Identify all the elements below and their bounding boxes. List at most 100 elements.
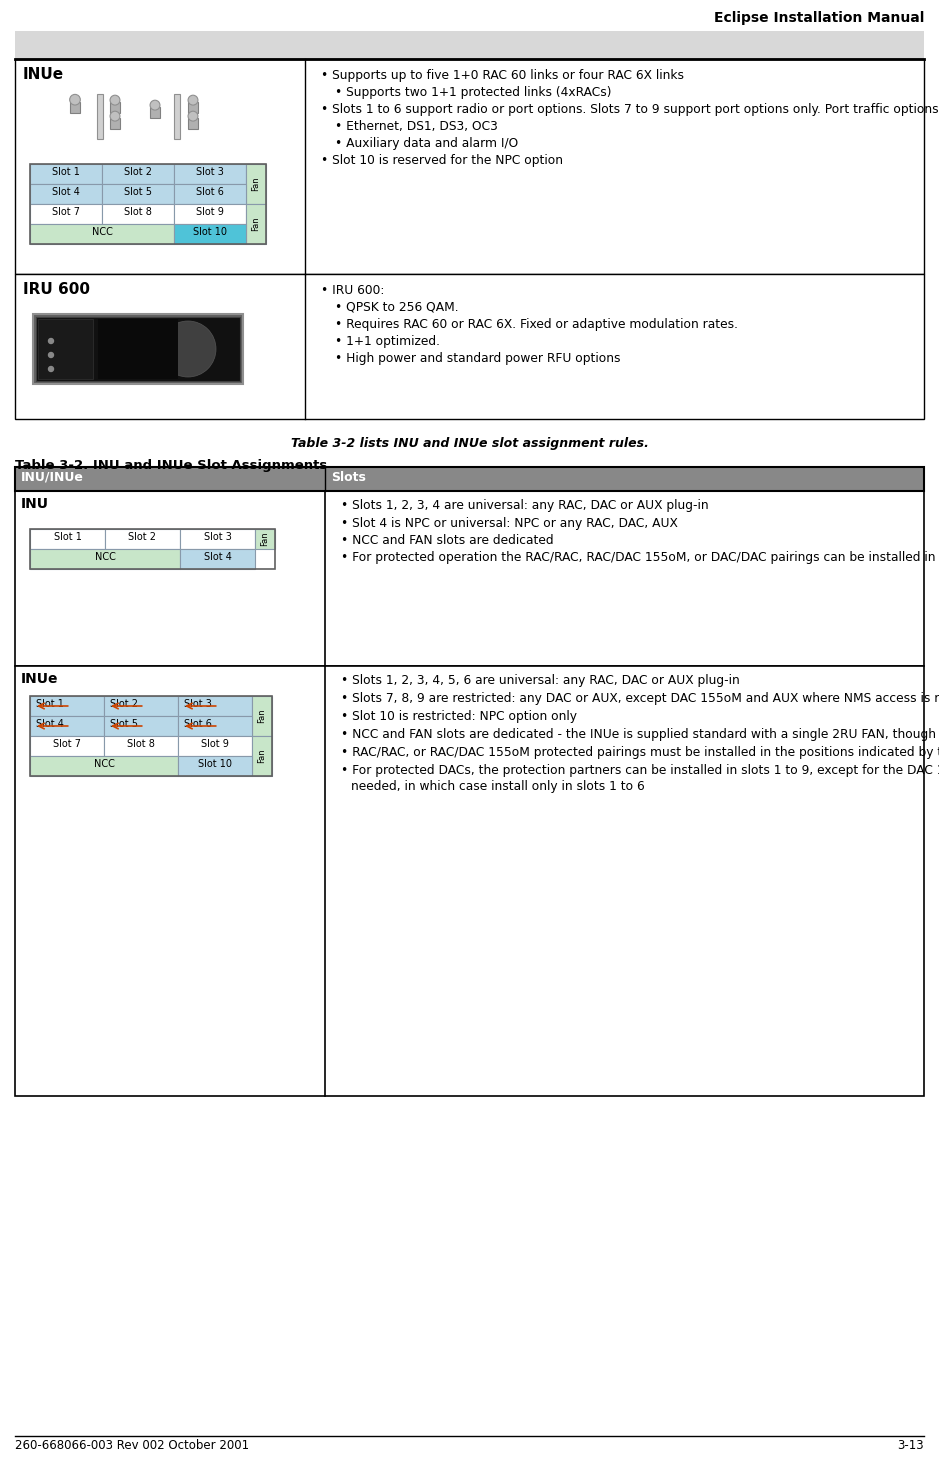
Bar [15, 492, 924, 666]
Bar [104, 715, 178, 736]
Circle shape [49, 339, 54, 344]
Text: Slot 2: Slot 2 [110, 699, 138, 709]
Text: Slot 8: Slot 8 [127, 739, 155, 749]
Bar [178, 755, 252, 776]
Text: • For protected operation the RAC/RAC, RAC/DAC 155oM, or DAC/DAC pairings can be: • For protected operation the RAC/RAC, R… [341, 551, 939, 564]
Bar [30, 224, 174, 244]
Bar [30, 755, 178, 776]
Text: • Slot 4 is NPC or universal: NPC or any RAC, DAC, AUX: • Slot 4 is NPC or universal: NPC or any… [341, 517, 678, 530]
Bar [33, 314, 243, 384]
Text: Fan: Fan [260, 532, 269, 546]
Circle shape [110, 95, 120, 105]
Bar [111, 102, 119, 113]
Text: • Requires RAC 60 or RAC 6X. Fixed or adaptive modulation rates.: • Requires RAC 60 or RAC 6X. Fixed or ad… [335, 318, 738, 330]
Bar [30, 736, 104, 755]
Text: • 1+1 optimized.: • 1+1 optimized. [335, 335, 440, 348]
Text: • Slots 1 to 6 support radio or port options. Slots 7 to 9 support port options : • Slots 1 to 6 support radio or port opt… [321, 104, 939, 116]
Text: Slot 2: Slot 2 [124, 167, 152, 178]
Text: • Supports up to five 1+0 RAC 60 links or four RAC 6X links: • Supports up to five 1+0 RAC 60 links o… [321, 70, 684, 81]
Text: IRU 600: IRU 600 [23, 281, 90, 298]
Text: • High power and standard power RFU options: • High power and standard power RFU opti… [335, 352, 621, 364]
Text: Eclipse Installation Manual: Eclipse Installation Manual [714, 10, 924, 25]
Bar [30, 696, 272, 776]
Text: 260-668066-003 Rev 002 October 2001: 260-668066-003 Rev 002 October 2001 [15, 1440, 249, 1451]
Circle shape [49, 352, 54, 357]
Text: • IRU 600:: • IRU 600: [321, 284, 384, 298]
Bar [246, 164, 266, 204]
Text: Slot 7: Slot 7 [53, 739, 81, 749]
Text: Fan: Fan [252, 216, 260, 231]
Bar [246, 204, 266, 244]
Bar [105, 529, 180, 549]
Text: Slot 7: Slot 7 [52, 207, 80, 218]
Bar [30, 529, 275, 569]
Text: • QPSK to 256 QAM.: • QPSK to 256 QAM. [335, 301, 458, 314]
Bar [174, 93, 180, 139]
Bar [70, 102, 80, 113]
Circle shape [110, 111, 120, 121]
Text: Fan: Fan [257, 749, 267, 763]
Text: INU/INUe: INU/INUe [21, 471, 84, 484]
Text: • Ethernet, DS1, DS3, OC3: • Ethernet, DS1, DS3, OC3 [335, 120, 498, 133]
Bar [30, 696, 104, 715]
Text: Slot 2: Slot 2 [129, 532, 157, 542]
Bar [150, 107, 160, 117]
Text: Slot 10: Slot 10 [193, 227, 227, 237]
Bar [174, 184, 246, 204]
Bar [15, 666, 924, 1096]
Text: • For protected DACs, the protection partners can be installed in slots 1 to 9, : • For protected DACs, the protection par… [341, 764, 939, 778]
Text: • NCC and FAN slots are dedicated - the INUe is supplied standard with a single : • NCC and FAN slots are dedicated - the … [341, 729, 939, 740]
Text: • Slot 10 is restricted: NPC option only: • Slot 10 is restricted: NPC option only [341, 709, 577, 723]
Bar [30, 715, 104, 736]
Text: Slot 3: Slot 3 [204, 532, 231, 542]
Circle shape [160, 321, 216, 378]
Bar [104, 696, 178, 715]
Bar [30, 204, 102, 224]
Circle shape [49, 366, 54, 372]
Bar [38, 318, 93, 379]
Bar [189, 118, 197, 129]
Bar [189, 102, 197, 113]
Bar [174, 224, 246, 244]
Bar [180, 529, 255, 549]
Text: • Supports two 1+1 protected links (4xRACs): • Supports two 1+1 protected links (4xRA… [335, 86, 611, 99]
Bar [30, 164, 266, 244]
Bar [111, 118, 119, 129]
Bar [174, 204, 246, 224]
Bar [102, 204, 174, 224]
Text: Slot 4: Slot 4 [204, 552, 231, 561]
Bar [252, 696, 272, 736]
Text: INUe: INUe [21, 672, 58, 686]
Text: Slot 3: Slot 3 [184, 699, 212, 709]
Text: Slot 1: Slot 1 [52, 167, 80, 178]
Text: Slot 8: Slot 8 [124, 207, 152, 218]
Text: Slot 10: Slot 10 [198, 758, 232, 769]
Bar [15, 467, 924, 492]
Text: Slot 5: Slot 5 [124, 187, 152, 197]
Text: • Slots 7, 8, 9 are restricted: any DAC or AUX, except DAC 155oM and AUX where N: • Slots 7, 8, 9 are restricted: any DAC … [341, 692, 939, 705]
Text: Slot 5: Slot 5 [110, 718, 138, 729]
Bar [102, 184, 174, 204]
Text: • RAC/RAC, or RAC/DAC 155oM protected pairings must be installed in the position: • RAC/RAC, or RAC/DAC 155oM protected pa… [341, 746, 939, 758]
Text: • Slots 1, 2, 3, 4, 5, 6 are universal: any RAC, DAC or AUX plug-in: • Slots 1, 2, 3, 4, 5, 6 are universal: … [341, 674, 740, 687]
Text: • NCC and FAN slots are dedicated: • NCC and FAN slots are dedicated [341, 535, 554, 546]
Text: Fan: Fan [252, 176, 260, 191]
Text: Table 3-2. INU and INUe Slot Assignments: Table 3-2. INU and INUe Slot Assignments [15, 459, 328, 472]
Text: NCC: NCC [92, 227, 113, 237]
Bar [30, 164, 102, 184]
Bar [15, 274, 924, 419]
Text: Slot 9: Slot 9 [196, 207, 223, 218]
Bar [104, 736, 178, 755]
Circle shape [69, 95, 81, 105]
Text: • Slot 10 is reserved for the NPC option: • Slot 10 is reserved for the NPC option [321, 154, 563, 167]
Text: needed, in which case install only in slots 1 to 6: needed, in which case install only in sl… [351, 780, 645, 792]
Text: INU: INU [21, 498, 49, 511]
Bar [174, 164, 246, 184]
Bar [36, 317, 240, 381]
Text: Slots: Slots [331, 471, 366, 484]
Bar [30, 184, 102, 204]
Text: Slot 4: Slot 4 [36, 718, 64, 729]
Text: Slot 6: Slot 6 [184, 718, 212, 729]
Text: NCC: NCC [94, 758, 115, 769]
Bar [15, 31, 924, 59]
